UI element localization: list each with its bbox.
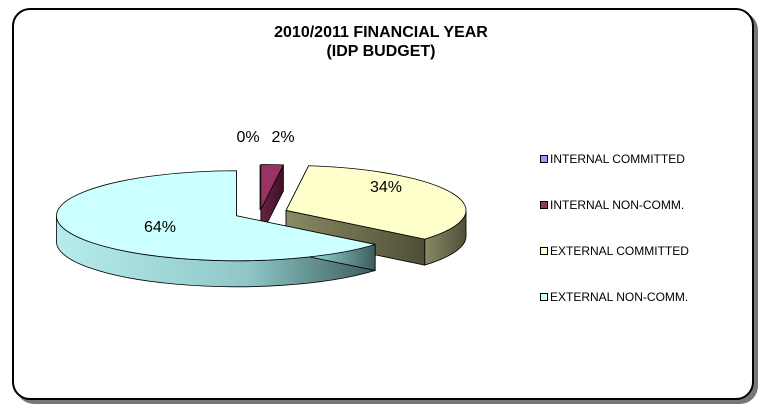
legend-label: EXTERNAL NON-COMM. xyxy=(550,290,689,304)
legend-label: EXTERNAL COMMITTED xyxy=(550,244,689,258)
data-label-2: 34% xyxy=(370,179,402,196)
pie-slice-internal-non-comm xyxy=(260,164,285,236)
data-label-3: 64% xyxy=(144,219,176,236)
legend: INTERNAL COMMITTED INTERNAL NON-COMM. EX… xyxy=(540,150,689,334)
chart-title-line-2: (IDP BUDGET) xyxy=(326,43,436,60)
pie-slice-external-non-comm xyxy=(56,170,376,288)
data-label-0: 0% xyxy=(236,129,259,146)
legend-swatch xyxy=(540,293,548,301)
legend-swatch xyxy=(540,155,548,163)
legend-item-external-non-comm: EXTERNAL NON-COMM. xyxy=(540,288,689,306)
legend-swatch xyxy=(540,247,548,255)
legend-label: INTERNAL NON-COMM. xyxy=(550,198,685,212)
legend-label: INTERNAL COMMITTED xyxy=(550,152,685,166)
legend-item-external-committed: EXTERNAL COMMITTED xyxy=(540,242,689,260)
legend-item-internal-committed: INTERNAL COMMITTED xyxy=(540,150,689,168)
chart-title-line-1: 2010/2011 FINANCIAL YEAR xyxy=(274,24,488,41)
pie-slice-external-committed xyxy=(285,165,467,266)
legend-item-internal-non-comm: INTERNAL NON-COMM. xyxy=(540,196,689,214)
data-label-1: 2% xyxy=(271,129,294,146)
legend-swatch xyxy=(540,201,548,209)
